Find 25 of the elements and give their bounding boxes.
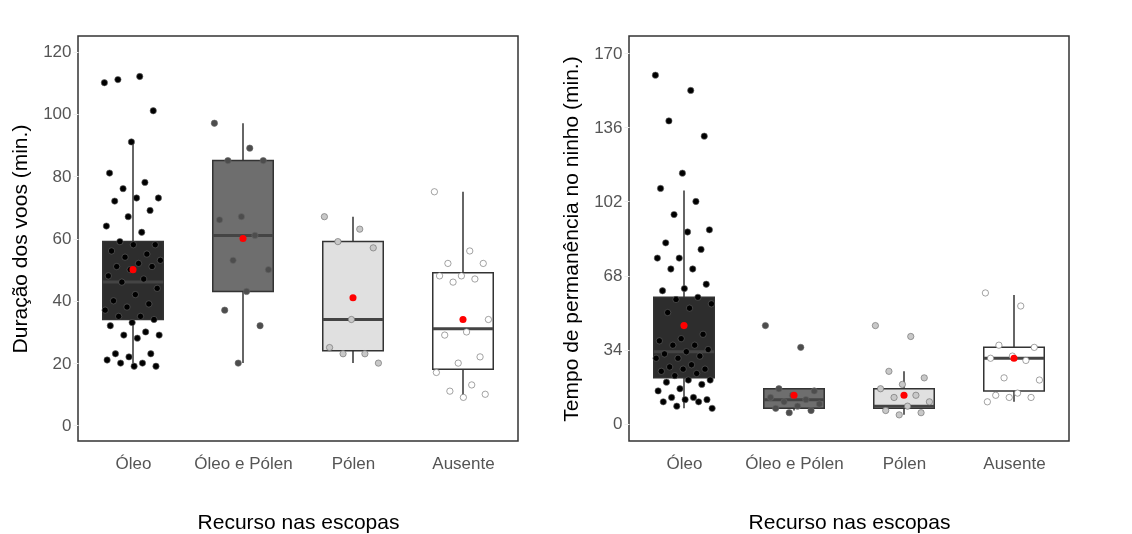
y-tick-label: 102 (594, 191, 623, 211)
x-axis-title: Recurso nas escopas (748, 509, 951, 533)
y-tick-label: 40 (52, 291, 72, 311)
y-tick-label: 170 (594, 43, 623, 63)
y-tick-label: 100 (43, 104, 72, 124)
x-axis-title: Recurso nas escopas (197, 509, 400, 533)
y-tick-label: 0 (62, 415, 72, 435)
y-axis-title: Duração dos voos (min.) (8, 124, 32, 354)
y-tick-label: 0 (613, 414, 623, 434)
y-tick-label: 80 (52, 166, 72, 186)
y-tick-label: 34 (603, 340, 623, 360)
x-tick-label: Pólen (882, 453, 927, 473)
x-tick-label: Óleo (115, 453, 152, 473)
x-tick-label: Ausente (432, 453, 495, 473)
y-axis-title: Tempo de permanência no ninho (min.) (559, 56, 583, 422)
x-tick-label: Ausente (983, 453, 1046, 473)
y-tick-label: 60 (52, 229, 72, 248)
x-tick-label: Óleo e Pólen (194, 453, 293, 473)
y-tick-label: 120 (43, 42, 72, 62)
y-tick-label: 68 (603, 266, 623, 286)
x-tick-label: Óleo (666, 453, 703, 473)
y-tick-label: 136 (594, 117, 623, 137)
y-tick-label: 20 (52, 353, 72, 373)
x-tick-label: Óleo e Pólen (745, 453, 844, 473)
x-tick-label: Pólen (331, 453, 376, 473)
